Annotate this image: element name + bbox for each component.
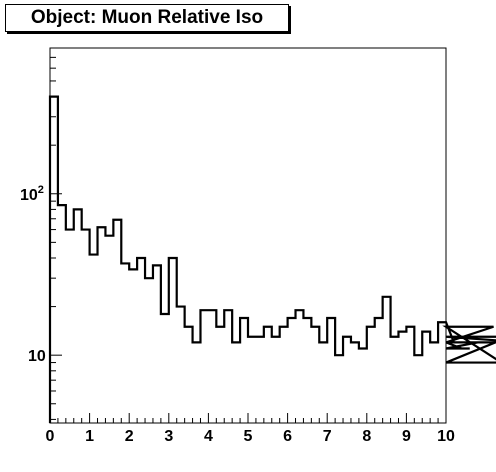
- x-tick-label: 2: [125, 428, 134, 445]
- x-tick-label: 6: [283, 428, 292, 445]
- y-tick-label: 102: [20, 184, 44, 204]
- x-tick-label: 7: [323, 428, 332, 445]
- chart-title: Object: Muon Relative Iso: [5, 4, 289, 32]
- x-tick-label: 1: [85, 428, 94, 445]
- x-tick-label: 0: [46, 428, 55, 445]
- x-tick-label: 9: [402, 428, 411, 445]
- x-tick-label: 3: [164, 428, 173, 445]
- y-axis: 10 102: [20, 47, 62, 420]
- histogram-black-line: [48, 95, 496, 423]
- series-black: [48, 95, 496, 423]
- x-tick-label: 4: [204, 428, 213, 445]
- x-tick-label: 8: [362, 428, 371, 445]
- x-axis: 0 1 2 3 4 5 6 7 8 9 10: [46, 413, 455, 445]
- x-tick-label: 5: [244, 428, 253, 445]
- y-tick-label: 10: [28, 348, 46, 365]
- x-tick-label: 10: [437, 428, 455, 445]
